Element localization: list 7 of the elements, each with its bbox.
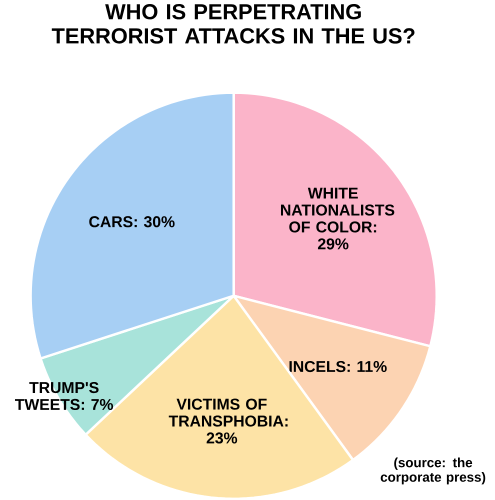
text: (source: the corporate press) [381, 458, 486, 484]
slice-label: CARS: 30% [89, 216, 175, 228]
slice-label: VICTIMS OF TRANSPHOBIA: 23% [169, 398, 288, 444]
slice-label: WHITE NATIONALISTS OF COLOR: 29% [281, 188, 395, 250]
slice-label: TRUMP'S TWEETS: 7% [15, 382, 114, 410]
slice-label: INCELS: 11% [290, 360, 387, 372]
chart-title: WHO IS PERPETRATING TERRORIST ATTACKS IN THE US? [52, 4, 415, 44]
